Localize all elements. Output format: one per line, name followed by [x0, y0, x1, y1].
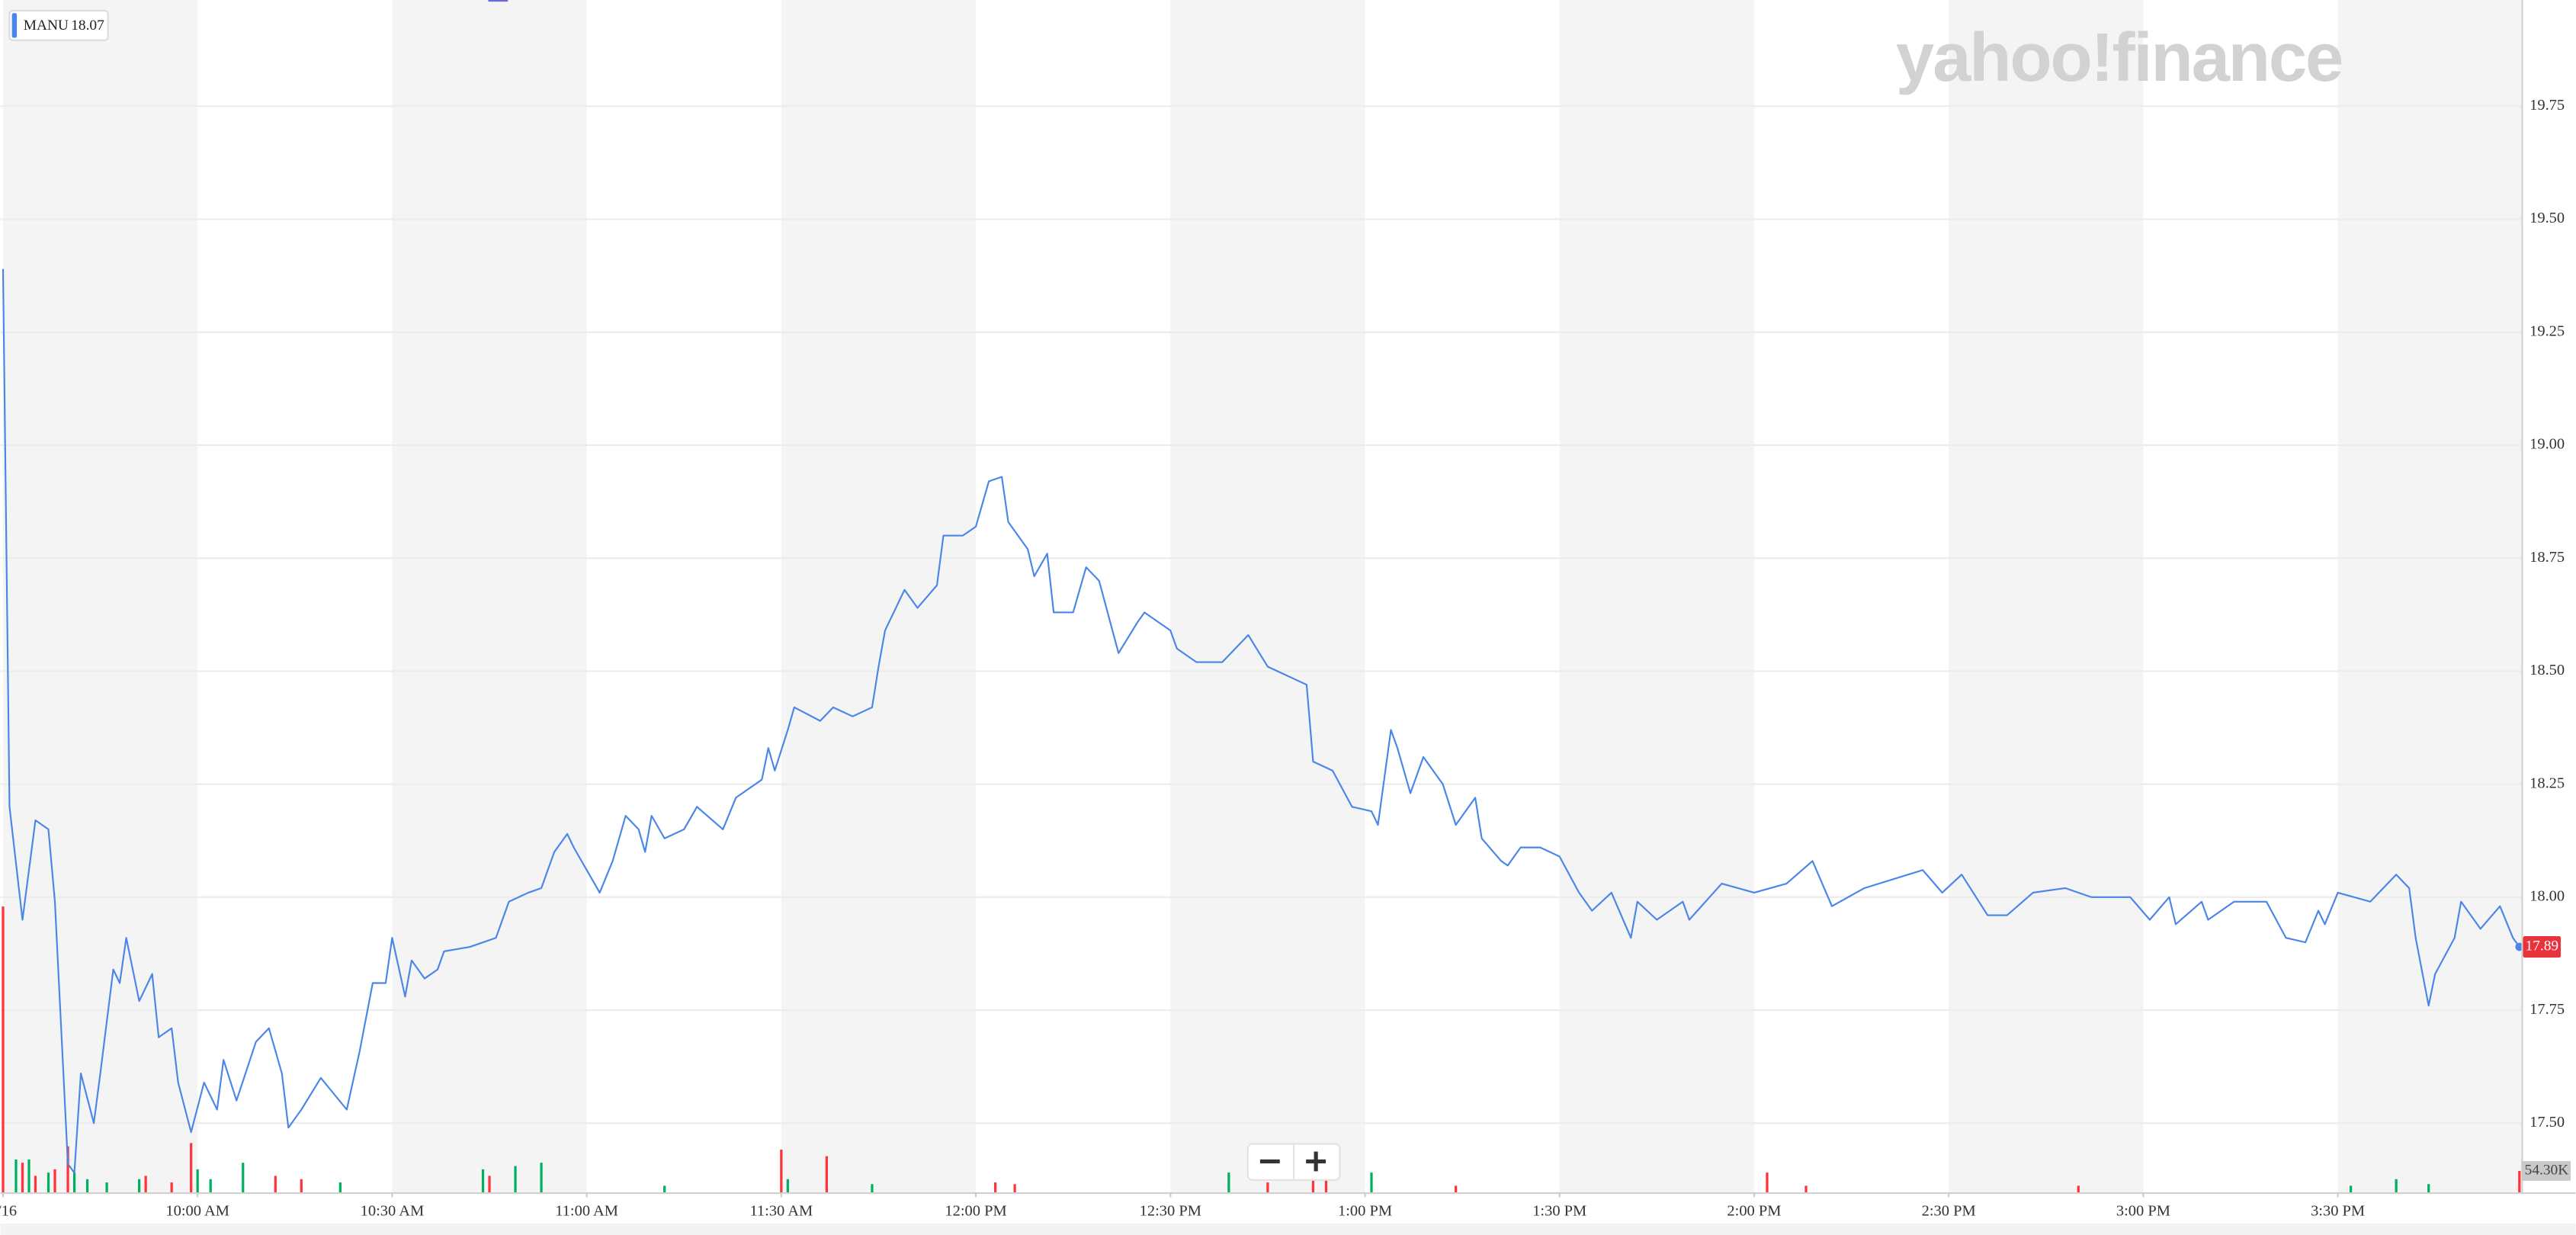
x-tick-label: 2:30 PM	[1922, 1203, 1976, 1220]
time-band	[1559, 0, 1754, 1192]
x-tick-label: 1:30 PM	[1532, 1203, 1586, 1220]
x-tick-label: 2:00 PM	[1727, 1203, 1781, 1220]
grid	[0, 105, 2522, 1124]
axis-labels: 7/16 10:00 AM 10:30 AM 11:00 AM 11:30 AM 12:0…	[0, 97, 2571, 1220]
volume-label-box	[2521, 1161, 2571, 1181]
volume-bar	[190, 1143, 193, 1192]
volume-bar	[1227, 1172, 1230, 1192]
zoom-out[interactable]	[1259, 1159, 1280, 1164]
legend-swatch	[11, 13, 18, 38]
volume-bar	[871, 1184, 874, 1192]
volume-bar	[663, 1185, 666, 1192]
volume-bar	[34, 1176, 37, 1192]
price-line	[2, 268, 2520, 1174]
x-tick-label: 11:00 AM	[555, 1203, 618, 1220]
volume-bar	[170, 1182, 173, 1192]
volume-bar	[338, 1182, 342, 1192]
volume-label: 54.30K	[2525, 1162, 2569, 1178]
y-tick-label: 18.25	[2529, 775, 2565, 791]
y-tick-label: 19.00	[2529, 436, 2565, 453]
volume-bar	[14, 1159, 18, 1192]
x-tick-label: 3:00 PM	[2116, 1203, 2170, 1220]
volume-bar	[488, 1176, 491, 1192]
y-tick-label: 17.50	[2529, 1114, 2565, 1131]
time-band	[1170, 0, 1365, 1192]
time-band	[2337, 0, 2522, 1192]
volume-bar	[53, 1169, 56, 1192]
volume-bar	[2, 906, 5, 1192]
volume-bar	[274, 1176, 277, 1192]
time-band	[781, 0, 977, 1192]
volume-bar	[2349, 1185, 2353, 1192]
x-tick-label: 10:00 AM	[165, 1203, 229, 1220]
volume-bar	[300, 1179, 303, 1192]
zoom-controls	[1246, 1143, 1341, 1181]
volume-bar	[481, 1169, 485, 1192]
volume-bar	[21, 1163, 24, 1192]
volume-bar	[72, 1172, 76, 1192]
x-tick-label: 1:00 PM	[1338, 1203, 1392, 1220]
legend[interactable]: MANU 18.07	[8, 9, 109, 41]
volume-bar	[786, 1179, 789, 1192]
background	[2, 0, 2522, 1192]
volume-bar	[144, 1176, 147, 1192]
x-tick-label: 3:30 PM	[2311, 1203, 2365, 1220]
volume-bar	[1013, 1184, 1016, 1192]
zoom-in[interactable]	[1306, 1151, 1326, 1172]
volume-bar	[1804, 1185, 1808, 1192]
time-band	[2, 0, 198, 1192]
volume-bar	[1454, 1185, 1458, 1192]
x-tick-label: 11:30 AM	[749, 1203, 813, 1220]
volume-bar	[1370, 1172, 1373, 1192]
minus-icon	[1259, 1159, 1280, 1164]
volume-bar	[27, 1159, 30, 1192]
x-tick-label: 7/16	[0, 1203, 17, 1220]
x-tick-label: 12:00 PM	[945, 1203, 1006, 1220]
volume-bar	[242, 1163, 245, 1192]
volume-bar	[780, 1149, 783, 1192]
time-band	[1949, 0, 2144, 1192]
volume-bar	[1766, 1172, 1769, 1192]
watermark: yahoo!finance	[1896, 19, 2342, 96]
y-tick-label: 18.75	[2529, 549, 2565, 566]
volume-bar	[2427, 1184, 2430, 1192]
volume-bar	[540, 1163, 543, 1192]
x-tick-label: 12:30 PM	[1140, 1203, 1201, 1220]
x-tick-label: 10:30 AM	[361, 1203, 425, 1220]
y-tick-label: 19.75	[2529, 97, 2565, 114]
volume-bar	[196, 1169, 199, 1192]
last-price-label: 17.89	[2525, 938, 2558, 954]
volume-bar	[138, 1179, 141, 1192]
volume-bar	[514, 1166, 517, 1192]
volume-bar	[105, 1182, 108, 1192]
volume-bar	[85, 1179, 89, 1192]
footer-strip	[0, 1223, 2576, 1235]
last-price-box	[2523, 936, 2562, 958]
volume-bar	[825, 1156, 829, 1192]
volume-bar	[209, 1179, 212, 1192]
legend-value: 18.07	[71, 18, 104, 34]
volume-bar	[47, 1172, 50, 1192]
plus-icon-v	[1314, 1151, 1318, 1172]
volume-bar	[2518, 1170, 2521, 1192]
y-tick-label: 19.25	[2529, 322, 2565, 339]
y-tick-label: 17.75	[2529, 1001, 2565, 1018]
y-tick-label: 18.50	[2529, 662, 2565, 678]
volume-bar	[1266, 1182, 1269, 1192]
time-band	[392, 0, 587, 1192]
volume-bar	[2395, 1179, 2398, 1192]
volume-bar	[2077, 1185, 2080, 1192]
legend-name: MANU	[24, 18, 69, 34]
legend-box	[8, 9, 109, 41]
volume-bar	[66, 1146, 69, 1192]
y-tick-label: 19.50	[2529, 210, 2565, 226]
y-tick-label: 18.00	[2529, 888, 2565, 905]
volume-bar	[993, 1182, 997, 1192]
